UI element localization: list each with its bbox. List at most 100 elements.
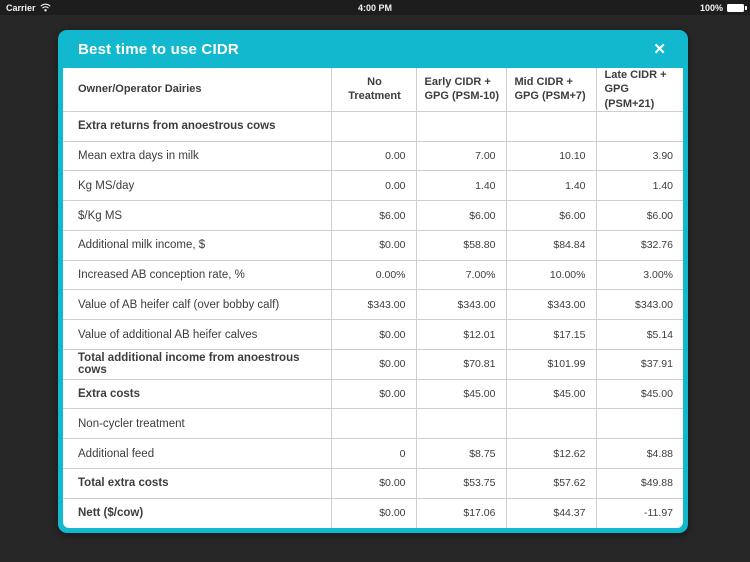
row-label: Kg MS/day <box>63 170 332 202</box>
row-label: $/Kg MS <box>63 200 332 231</box>
cidr-modal: Best time to use CIDR ✕ Owner/Operator D… <box>58 30 688 533</box>
cell-value: $8.75 <box>415 438 507 469</box>
row-label: Total extra costs <box>63 467 332 499</box>
cell-value: $343.00 <box>505 289 597 321</box>
table-row: Extra returns from anoestrous cows <box>63 110 683 142</box>
close-icon[interactable]: ✕ <box>653 40 666 58</box>
cell-value <box>595 110 683 142</box>
row-label: Value of additional AB heifer calves <box>63 319 332 350</box>
cell-value: $6.00 <box>415 200 507 231</box>
cell-value <box>595 408 683 440</box>
cell-value: $0.00 <box>330 378 417 410</box>
table-header-row: Owner/Operator Dairies No Treatment Early … <box>63 68 683 112</box>
cell-value: $17.15 <box>505 319 597 350</box>
cell-value: $44.37 <box>505 497 597 528</box>
cell-value: $6.00 <box>595 200 683 231</box>
row-label: Additional milk income, $ <box>63 229 332 261</box>
status-bar: Carrier 4:00 PM 100% <box>0 0 750 15</box>
cell-value: 1.40 <box>595 170 683 202</box>
battery-percent: 100% <box>699 2 723 13</box>
cell-value: $0.00 <box>330 348 417 380</box>
row-label: Value of AB heifer calf (over bobby calf… <box>63 289 332 321</box>
cell-value: $17.06 <box>415 497 507 528</box>
cell-value: 10.10 <box>505 140 597 172</box>
cell-value: $70.81 <box>415 348 507 380</box>
cell-value: $343.00 <box>415 289 507 321</box>
cell-value: $6.00 <box>505 200 597 231</box>
table-row: Non-cycler treatment <box>63 408 683 440</box>
row-label: Extra returns from anoestrous cows <box>63 110 332 142</box>
cell-value: $53.75 <box>415 467 507 499</box>
row-label: Total additional income from anoestrous … <box>63 348 332 380</box>
carrier-label: Carrier <box>6 2 36 13</box>
table-row: Mean extra days in milk 0.00 7.00 10.10 3.90 <box>63 140 683 172</box>
column-header: Owner/Operator Dairies <box>63 68 332 112</box>
table-row: Kg MS/day 0.00 1.40 1.40 1.40 <box>63 170 683 202</box>
cell-value: $343.00 <box>595 289 683 321</box>
cell-value: $0.00 <box>330 319 417 350</box>
table-row: Additional milk income, $ $0.00 $58.80 $84.… <box>63 229 683 261</box>
cell-value: $45.00 <box>595 378 683 410</box>
cell-value: 0 <box>330 438 417 469</box>
cell-value: $12.01 <box>415 319 507 350</box>
cell-value: $57.62 <box>505 467 597 499</box>
column-header: Early CIDR + GPG (PSM-10) <box>415 68 507 112</box>
table-row: Increased AB conception rate, % 0.00% 7.00… <box>63 259 683 291</box>
cell-value: $6.00 <box>330 200 417 231</box>
cell-value: $45.00 <box>415 378 507 410</box>
row-label: Additional feed <box>63 438 332 469</box>
cidr-table: Owner/Operator Dairies No Treatment Early … <box>63 68 683 528</box>
row-label: Extra costs <box>63 378 332 410</box>
column-header: Mid CIDR + GPG (PSM+7) <box>505 68 597 112</box>
cell-value <box>415 110 507 142</box>
cell-value: $0.00 <box>330 467 417 499</box>
row-label: Increased AB conception rate, % <box>63 259 332 291</box>
cell-value: $12.62 <box>505 438 597 469</box>
row-label: Mean extra days in milk <box>63 140 332 172</box>
table-row: Value of additional AB heifer calves $0.0… <box>63 319 683 350</box>
cell-value <box>505 110 597 142</box>
column-header: No Treatment <box>330 68 417 112</box>
cell-value: -11.97 <box>595 497 683 528</box>
cell-value: 1.40 <box>415 170 507 202</box>
cell-value: 3.90 <box>595 140 683 172</box>
cidr-table-container: Owner/Operator Dairies No Treatment Early … <box>63 68 683 528</box>
table-row: Nett ($/cow) $0.00 $17.06 $44.37 -11.97 <box>63 497 683 528</box>
cell-value: $49.88 <box>595 467 683 499</box>
cell-value: $45.00 <box>505 378 597 410</box>
table-row: Extra costs $0.00 $45.00 $45.00 $45.00 <box>63 378 683 410</box>
cell-value: 0.00% <box>330 259 417 291</box>
cell-value: $37.91 <box>595 348 683 380</box>
cell-value: $4.88 <box>595 438 683 469</box>
cell-value: $84.84 <box>505 229 597 261</box>
cell-value: 3.00% <box>595 259 683 291</box>
battery-icon <box>727 3 747 12</box>
modal-title: Best time to use CIDR <box>78 40 239 58</box>
row-label: Non-cycler treatment <box>63 408 332 440</box>
clock: 4:00 PM <box>357 2 392 13</box>
cell-value: 10.00% <box>505 259 597 291</box>
table-row: Total extra costs $0.00 $53.75 $57.62 $49.88 <box>63 467 683 499</box>
cell-value: 7.00 <box>415 140 507 172</box>
cell-value <box>330 408 417 440</box>
table-row: Additional feed 0 $8.75 $12.62 $4.88 <box>63 438 683 469</box>
wifi-icon <box>39 3 51 12</box>
cell-value: $32.76 <box>595 229 683 261</box>
cell-value: $0.00 <box>330 229 417 261</box>
table-row: Total additional income from anoestrous … <box>63 348 683 380</box>
cell-value: 7.00% <box>415 259 507 291</box>
cell-value: $5.14 <box>595 319 683 350</box>
table-row: Value of AB heifer calf (over bobby calf… <box>63 289 683 321</box>
cell-value <box>330 110 417 142</box>
cell-value <box>505 408 597 440</box>
cell-value: $101.99 <box>505 348 597 380</box>
cell-value: $58.80 <box>415 229 507 261</box>
table-row: $/Kg MS $6.00 $6.00 $6.00 $6.00 <box>63 200 683 231</box>
cell-value: $0.00 <box>330 497 417 528</box>
column-header: Late CIDR + GPG (PSM+21) <box>595 68 683 112</box>
row-label: Nett ($/cow) <box>63 497 332 528</box>
cell-value <box>415 408 507 440</box>
modal-header: Best time to use CIDR ✕ <box>58 30 688 68</box>
cell-value: $343.00 <box>330 289 417 321</box>
cell-value: 1.40 <box>505 170 597 202</box>
